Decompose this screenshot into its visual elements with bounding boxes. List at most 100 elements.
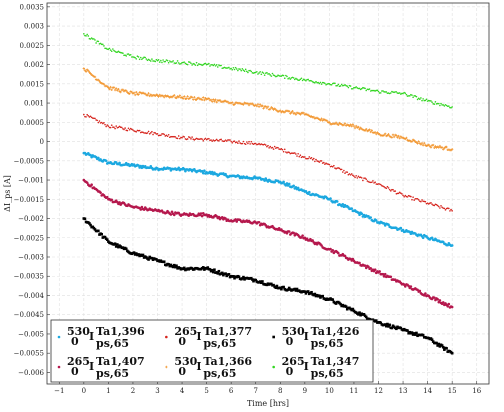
data-point — [107, 86, 110, 89]
x-tick-label: 0 — [82, 387, 86, 395]
data-point — [206, 266, 210, 269]
data-point — [253, 175, 256, 178]
data-point — [98, 120, 101, 122]
data-point — [354, 124, 358, 128]
data-point — [98, 79, 101, 83]
data-point — [104, 123, 106, 126]
data-point — [204, 172, 207, 175]
data-point — [158, 93, 161, 97]
y-tick-label: 0.0015 — [20, 80, 45, 88]
data-point — [105, 162, 109, 165]
data-point — [369, 216, 372, 219]
data-point — [120, 126, 123, 129]
data-point — [362, 179, 364, 182]
legend-marker — [57, 335, 61, 339]
data-point — [172, 60, 174, 62]
data-point — [190, 138, 192, 140]
data-point — [368, 88, 371, 90]
data-point — [370, 129, 374, 132]
data-point — [335, 200, 339, 203]
data-point — [204, 213, 207, 217]
data-point — [241, 142, 244, 145]
data-point — [277, 286, 281, 290]
data-point — [94, 39, 96, 41]
data-point — [262, 72, 265, 74]
x-tick-label: 12 — [374, 387, 383, 395]
data-point — [103, 45, 105, 47]
data-point — [168, 60, 171, 62]
data-point — [425, 294, 428, 298]
data-point — [180, 136, 182, 139]
data-point — [242, 275, 245, 279]
data-point — [443, 105, 446, 107]
data-point — [364, 177, 366, 179]
data-point — [394, 190, 397, 192]
data-point — [358, 261, 361, 265]
data-point — [93, 75, 97, 79]
data-point — [341, 203, 345, 206]
data-point — [131, 128, 133, 131]
data-point — [212, 64, 215, 67]
data-point — [270, 75, 273, 77]
data-point — [256, 70, 258, 73]
data-point — [263, 143, 266, 146]
legend-label-pre: 265 — [67, 355, 90, 368]
data-point — [113, 88, 117, 92]
x-tick-label: 8 — [278, 387, 282, 395]
data-point — [277, 226, 281, 230]
data-point — [241, 277, 244, 280]
data-point — [182, 266, 186, 270]
data-point — [204, 97, 207, 100]
data-point — [341, 171, 344, 173]
data-point — [364, 266, 368, 270]
data-point — [97, 156, 100, 160]
data-point — [376, 89, 379, 92]
data-point — [89, 223, 92, 227]
data-point — [430, 201, 432, 204]
data-point — [202, 140, 205, 142]
data-point — [91, 225, 95, 229]
data-point — [108, 47, 111, 50]
data-point — [220, 271, 224, 275]
data-point — [386, 322, 389, 326]
data-point — [244, 68, 247, 71]
data-point — [384, 91, 386, 93]
data-point — [119, 90, 122, 94]
data-point — [183, 136, 186, 138]
data-point — [395, 91, 398, 93]
data-point — [379, 321, 383, 325]
data-point — [247, 142, 249, 145]
data-point — [186, 138, 189, 140]
data-point — [177, 95, 180, 99]
data-point — [179, 137, 181, 140]
data-point — [99, 42, 102, 45]
data-point — [110, 198, 114, 202]
data-point — [231, 101, 234, 104]
data-point — [401, 92, 403, 95]
data-point — [113, 242, 117, 246]
data-point — [333, 164, 335, 167]
data-point — [347, 86, 350, 89]
data-point — [318, 294, 321, 298]
data-point — [340, 168, 343, 171]
data-point — [93, 228, 97, 231]
legend-label-sub: 0 — [71, 335, 79, 348]
data-point — [201, 171, 205, 175]
data-point — [357, 313, 360, 316]
data-point — [228, 101, 232, 105]
data-point — [439, 207, 441, 209]
data-point — [197, 138, 200, 140]
data-point — [210, 170, 214, 174]
legend-label-sub2: ps,65 — [311, 337, 344, 350]
data-point — [374, 181, 376, 183]
data-point — [220, 64, 222, 67]
data-point — [123, 128, 125, 131]
data-point — [258, 142, 260, 145]
data-point — [253, 278, 256, 282]
data-point — [142, 208, 146, 211]
data-point — [283, 77, 286, 80]
data-point — [371, 89, 373, 92]
data-point — [418, 98, 421, 101]
data-point — [444, 209, 447, 211]
data-point — [382, 133, 386, 137]
